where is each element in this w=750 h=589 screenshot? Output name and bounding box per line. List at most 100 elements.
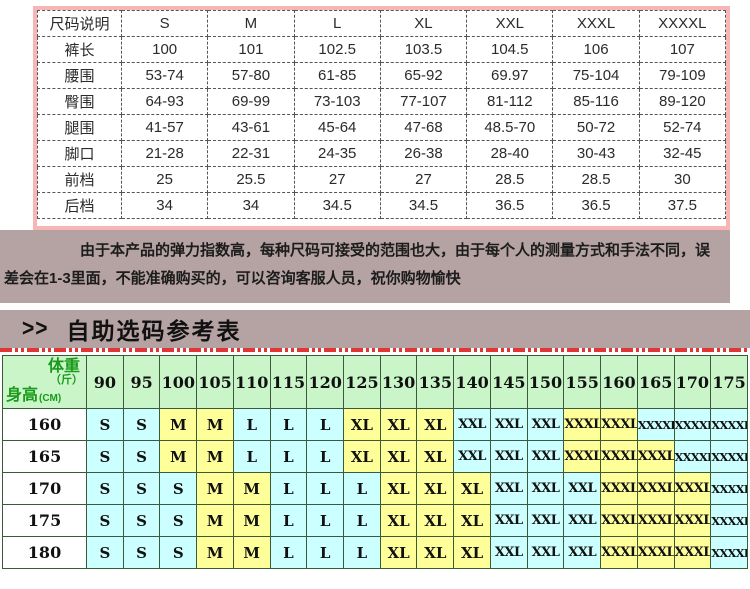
measure-value: 22-31	[207, 140, 295, 167]
size-cell: XXXL	[563, 408, 602, 441]
size-cell: L	[269, 440, 308, 473]
height-axis-unit: (CM)	[39, 393, 62, 404]
measure-value: 24-35	[293, 140, 381, 167]
size-cell: XXXL	[673, 472, 712, 505]
measure-value: 45-64	[293, 114, 381, 141]
measure-value: 104.5	[466, 36, 554, 63]
measure-value: 27	[293, 166, 381, 193]
weight-header: 140	[453, 355, 491, 409]
measure-value: 69.97	[466, 62, 554, 89]
size-cell: XXXXL	[636, 408, 675, 441]
measure-value: 25.5	[207, 166, 295, 193]
size-cell: S	[122, 440, 161, 473]
note-line-2: 差会在1-3里面，不能准确购买的，可以咨询客服人员，祝你购物愉快	[4, 270, 461, 287]
size-cell: XXL	[526, 536, 565, 569]
size-reference-table: 体重 （斤） 身高 (CM) 90 95 100 105 110 115 120 125 130 135 1…	[2, 355, 748, 569]
measure-value: 30-43	[552, 140, 640, 167]
size-cell: XL	[343, 440, 381, 473]
size-col-header: M	[207, 10, 295, 37]
measure-value: 30	[638, 166, 727, 193]
size-cell: XXL	[489, 504, 528, 537]
size-cell: XL	[379, 536, 418, 569]
measure-value: 47-68	[379, 114, 468, 141]
size-cell: XXXL	[600, 472, 638, 505]
size-cell: S	[86, 472, 124, 505]
red-dashed-divider	[0, 348, 747, 352]
size-cell: M	[159, 408, 198, 441]
size-cell: XXL	[489, 440, 528, 473]
size-cell: XXL	[489, 408, 528, 441]
measure-value: 26-38	[379, 140, 468, 167]
size-cell: XXL	[489, 472, 528, 505]
measure-value: 103.5	[379, 36, 468, 63]
size-col-header: XXXL	[552, 10, 640, 37]
size-col-header: XXXXL	[638, 10, 727, 37]
measure-label: 脚口	[37, 140, 122, 167]
size-cell: S	[86, 504, 124, 537]
size-cell: M	[232, 472, 271, 505]
size-cell: XXXXL	[710, 440, 748, 473]
weight-header: 105	[196, 355, 234, 409]
size-cell: XL	[416, 504, 455, 537]
measure-value: 101	[207, 36, 295, 63]
size-cell: XXL	[526, 472, 565, 505]
size-cell: M	[232, 504, 271, 537]
weight-header: 120	[306, 355, 345, 409]
height-label: 160	[2, 408, 87, 441]
corner-cell: 体重 （斤） 身高 (CM)	[2, 355, 87, 409]
size-cell: XXL	[453, 408, 491, 441]
weight-header: 100	[159, 355, 198, 409]
size-cell: XXL	[563, 504, 602, 537]
size-cell: XXL	[526, 440, 565, 473]
size-cell: XXXXL	[673, 408, 712, 441]
size-col-header: XXL	[466, 10, 554, 37]
measure-value: 81-112	[466, 88, 554, 115]
measure-label: 腿围	[37, 114, 122, 141]
measure-value: 34	[120, 192, 209, 219]
measure-value: 34.5	[379, 192, 468, 219]
size-cell: XXXXL	[710, 472, 748, 505]
weight-header: 130	[379, 355, 418, 409]
reference-row: 175 S S S M M L L L XL XL XL XXL XXL XXL XXXL XXXL XXXL XX…	[2, 504, 748, 537]
weight-header: 110	[232, 355, 271, 409]
size-cell: XXXL	[600, 536, 638, 569]
measure-value: 28-40	[466, 140, 554, 167]
measure-value: 43-61	[207, 114, 295, 141]
spec-corner-header: 尺码说明	[37, 10, 122, 37]
size-cell: XL	[379, 408, 418, 441]
size-cell: S	[122, 504, 161, 537]
size-cell: XL	[453, 472, 491, 505]
weight-header: 160	[600, 355, 638, 409]
measure-value: 85-116	[552, 88, 640, 115]
size-cell: XXL	[453, 440, 491, 473]
size-cell: XXXL	[636, 536, 675, 569]
height-label: 170	[2, 472, 87, 505]
reference-row: 160 S S M M L L L XL XL XL XXL XXL XXL XXXL XXXL XXXXL XX…	[2, 408, 748, 441]
measure-value: 37.5	[638, 192, 727, 219]
size-cell: XXXXL	[710, 536, 748, 569]
size-spec-table: 尺码说明 S M L XL XXL XXXL XXXXL 裤长 100 101 102.5 103.5 1…	[37, 10, 727, 219]
size-cell: XXXL	[636, 472, 675, 505]
spec-row: 臀围 64-93 69-99 73-103 77-107 81-112 85-116 89-1…	[37, 88, 727, 115]
size-cell: M	[196, 440, 234, 473]
measure-value: 102.5	[293, 36, 381, 63]
size-cell: L	[306, 504, 345, 537]
size-cell: XL	[416, 472, 455, 505]
height-label: 165	[2, 440, 87, 473]
size-col-header: L	[293, 10, 381, 37]
measure-value: 64-93	[120, 88, 209, 115]
size-reference-table-frame: 体重 （斤） 身高 (CM) 90 95 100 105 110 115 120 125 130 135 1…	[2, 355, 748, 588]
size-cell: L	[269, 408, 308, 441]
spec-row: 腰围 53-74 57-80 61-85 65-92 69.97 75-104 79-109	[37, 62, 727, 89]
size-cell: M	[196, 504, 234, 537]
section-title-bar: >> 自助选码参考表	[0, 310, 750, 348]
elasticity-note: 由于本产品的弹力指数高，每种尺码可接受的范围也大，由于每个人的测量方式和手法不同…	[0, 230, 730, 303]
reference-row: 165 S S M M L L L XL XL XL XXL XXL XXL XXXL XXXL XXXL XXX…	[2, 440, 748, 473]
size-cell: M	[232, 536, 271, 569]
measure-value: 100	[120, 36, 209, 63]
double-chevron-icon: >>	[22, 315, 49, 342]
size-cell: S	[159, 472, 198, 505]
spec-row: 前档 25 25.5 27 27 28.5 28.5 30	[37, 166, 727, 193]
weight-header: 95	[122, 355, 161, 409]
reference-row: 180 S S S M M L L L XL XL XL XXL XXL XXL XXXL XXXL XXXL XX…	[2, 536, 748, 569]
